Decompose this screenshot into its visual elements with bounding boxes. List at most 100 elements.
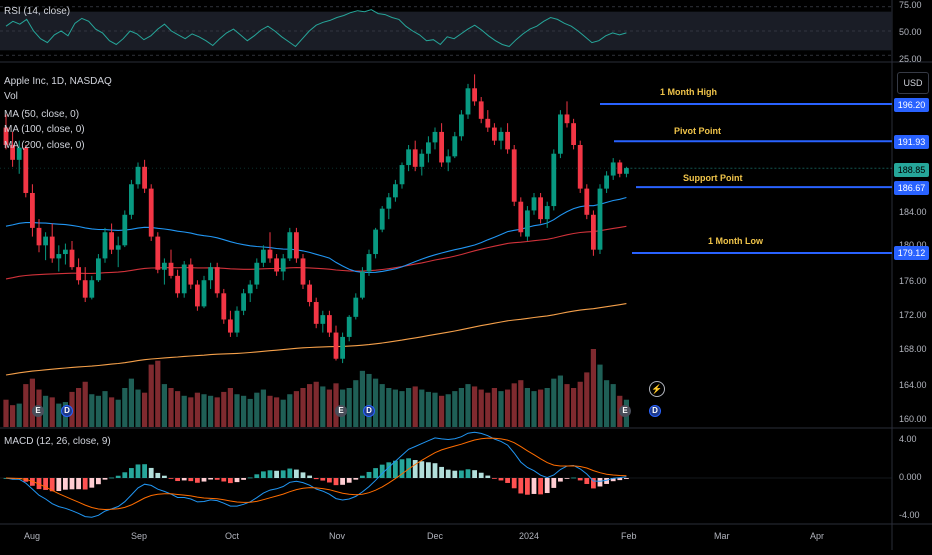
candle-body	[465, 88, 471, 115]
candle-body	[82, 280, 88, 298]
earnings-marker[interactable]: E	[335, 405, 347, 417]
volume-bar	[432, 392, 438, 427]
macd-histogram-bar	[221, 478, 227, 482]
dividend-marker[interactable]: D	[363, 405, 375, 417]
macd-histogram-bar	[551, 478, 557, 488]
x-tick: Oct	[225, 531, 240, 541]
macd-histogram-bar	[109, 477, 114, 479]
macd-histogram-bar	[208, 478, 213, 480]
indicator-ma100[interactable]: MA (100, close, 0)	[4, 124, 85, 135]
rsi-level-50: 50.00	[899, 27, 922, 37]
currency-button[interactable]: USD	[897, 72, 929, 94]
volume-bar	[557, 375, 563, 427]
rsi-level-25: 25.00	[899, 54, 922, 64]
candle-body	[63, 249, 68, 255]
macd-histogram-bar	[228, 478, 233, 484]
volume-bar	[505, 389, 511, 427]
macd-histogram-bar	[267, 470, 273, 478]
macd-histogram-bar	[294, 469, 299, 478]
candle-body	[492, 127, 497, 141]
signal-line	[5, 437, 627, 511]
macd-histogram-bar	[142, 464, 147, 478]
indicator-volume[interactable]: Vol	[4, 91, 18, 102]
macd-histogram-bar	[386, 462, 392, 478]
macd-histogram-bar	[333, 478, 339, 486]
macd-histogram-bar	[597, 478, 603, 487]
macd-histogram-bar	[465, 469, 471, 478]
volume-bar	[577, 381, 583, 427]
macd-histogram-bar	[478, 472, 484, 478]
volume-bar	[23, 384, 29, 427]
candle-body	[320, 315, 326, 324]
macd-title[interactable]: MACD (12, 26, close, 9)	[4, 436, 111, 447]
volume-bar	[82, 381, 88, 427]
volume-bar	[326, 389, 332, 427]
earnings-marker[interactable]: E	[32, 405, 44, 417]
annotation-pivot: Pivot Point	[674, 126, 721, 136]
candle-body	[129, 184, 134, 215]
macd-histogram-bar	[406, 458, 411, 478]
candle-body	[175, 275, 180, 294]
macd-histogram-bar	[175, 478, 180, 482]
volume-bar	[254, 392, 260, 427]
candle-body	[10, 145, 15, 160]
volume-bar	[590, 349, 596, 427]
volume-bar	[458, 388, 464, 427]
ma100-line	[5, 225, 627, 280]
volume-bar	[320, 386, 326, 427]
candle-body	[201, 280, 207, 307]
macd-histogram-bar	[195, 478, 200, 483]
candle-body	[558, 114, 563, 154]
candle-body	[294, 232, 299, 259]
candle-body	[89, 280, 95, 298]
macd-histogram-bar	[445, 469, 451, 478]
candle-body	[313, 302, 319, 324]
x-tick: Nov	[329, 531, 346, 541]
macd-histogram-bar	[360, 475, 365, 478]
candle-body	[531, 197, 537, 211]
symbol-line[interactable]: Apple Inc, 1D, NASDAQ	[4, 76, 112, 87]
volume-bar	[359, 370, 365, 427]
macd-histogram-bar	[327, 478, 332, 483]
candle-body	[617, 162, 623, 174]
candle-body	[274, 258, 279, 272]
macd-histogram-bar	[300, 472, 306, 478]
volume-bar	[56, 403, 62, 427]
indicator-ma200[interactable]: MA (200, close, 0)	[4, 140, 85, 151]
macd-histogram-bar	[373, 468, 378, 478]
candle-body	[406, 149, 411, 166]
candle-body	[221, 293, 227, 320]
macd-histogram-bar	[89, 478, 95, 488]
flash-icon[interactable]: ⚡	[649, 381, 665, 397]
earnings-marker[interactable]: E	[619, 405, 631, 417]
y-tick: 184.00	[899, 207, 927, 217]
macd-histogram-bar	[188, 478, 194, 482]
volume-bar	[115, 399, 121, 427]
volume-bar	[148, 364, 154, 427]
macd-histogram-bar	[393, 460, 398, 478]
dividend-marker[interactable]: D	[61, 405, 73, 417]
volume-bar	[307, 384, 313, 427]
macd-histogram-bar	[610, 478, 616, 482]
macd-histogram-bar	[624, 478, 629, 479]
macd-histogram-bar	[518, 478, 524, 494]
candle-body	[399, 165, 405, 185]
dividend-marker[interactable]: D	[649, 405, 661, 417]
candle-body	[300, 258, 306, 285]
macd-histogram-bar	[511, 478, 517, 489]
macd-histogram-bar	[148, 467, 154, 478]
macd-histogram-bar	[346, 478, 352, 483]
indicator-ma50[interactable]: MA (50, close, 0)	[4, 109, 80, 120]
candle-body	[412, 149, 418, 167]
macd-histogram-bar	[96, 478, 101, 485]
candle-body	[366, 254, 372, 272]
candle-body	[604, 175, 609, 189]
macd-histogram-bar	[82, 478, 88, 490]
y-tick: 164.00	[899, 380, 927, 390]
candle-body	[327, 315, 332, 333]
candle-body	[142, 166, 147, 189]
volume-bar	[465, 384, 471, 427]
macd-histogram-bar	[43, 478, 48, 490]
rsi-title[interactable]: RSI (14, close)	[4, 6, 71, 17]
